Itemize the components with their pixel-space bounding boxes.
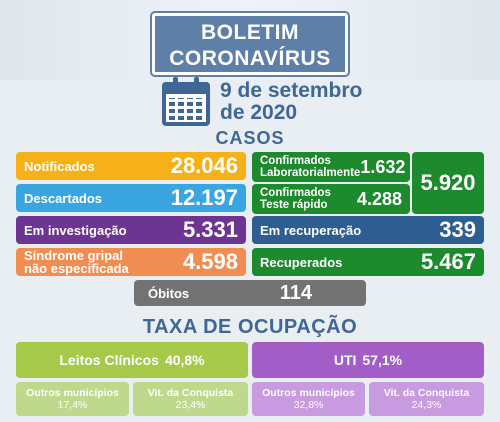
conf-rapido-label: Confirmados Teste rápido [260,187,331,211]
card-obitos: Óbitos 114 [134,280,366,306]
card-recuperados: Recuperados 5.467 [252,248,484,276]
calendar-icon [162,77,210,126]
card-confirmados-total: 5.920 [412,152,484,214]
card-uti-outros-municipios: Outros municípios 32,8% [252,382,365,416]
card-confirmados-laboratorialmente: Confirmados Laboratorialmente 1.632 [252,152,410,182]
descartados-value: 12.197 [170,185,238,210]
sindrome-label: Síndrome gripal não especificada [24,248,129,276]
conf-lab-value: 1.632 [360,156,406,177]
title-banner: BOLETIM CORONAVÍRUS [152,13,348,75]
em-investigacao-value: 5.331 [182,217,238,242]
em-recuperacao-value: 339 [439,217,476,242]
recuperados-label: Recuperados [260,254,343,270]
sindrome-value: 4.598 [182,249,238,274]
card-uti-vit-conquista: Vit. da Conquista 24,3% [369,382,484,416]
card-uti: UTI 57,1% [252,342,484,378]
obitos-value: 114 [279,281,312,304]
card-leitos-clinicos: Leitos Clínicos 40,8% [16,342,248,378]
leitos-value: 40,8% [164,352,205,368]
conf-rapido-value: 4.288 [356,188,402,209]
confirmados-total-value: 5.920 [420,170,476,195]
uti-label: UTI [333,352,357,368]
taxa-ocupacao-title: TAXA DE OCUPAÇÃO [142,316,358,338]
obitos-label: Óbitos [148,285,190,301]
date-line1: 9 de setembro [220,79,363,102]
title-line2: CORONAVÍRUS [169,47,331,70]
recuperados-value: 5.467 [420,249,476,274]
leitos-label: Leitos Clínicos [59,352,159,368]
casos-title: CASOS [215,128,285,148]
card-leitos-outros-municipios: Outros municípios 17,4% [16,382,129,416]
card-em-recuperacao: Em recuperação 339 [252,216,484,244]
notificados-value: 28.046 [170,153,238,178]
notificados-label: Notificados [24,158,95,174]
uti-value: 57,1% [362,352,403,368]
report-date: 9 de setembro de 2020 [220,80,362,124]
card-leitos-vit-conquista: Vit. da Conquista 23,4% [133,382,248,416]
card-sindrome-gripal: Síndrome gripal não especificada 4.598 [16,248,246,276]
card-descartados: Descartados 12.197 [16,184,246,212]
descartados-label: Descartados [24,190,103,206]
conf-lab-label: Confirmados Laboratorialmente [260,155,361,179]
title-line1: BOLETIM [201,21,299,44]
date-line2: de 2020 [220,101,298,124]
card-em-investigacao: Em investigação 5.331 [16,216,246,244]
card-confirmados-teste-rapido: Confirmados Teste rápido 4.288 [252,184,410,214]
card-notificados: Notificados 28.046 [16,152,246,180]
em-investigacao-label: Em investigação [24,222,127,238]
em-recuperacao-label: Em recuperação [260,222,362,238]
